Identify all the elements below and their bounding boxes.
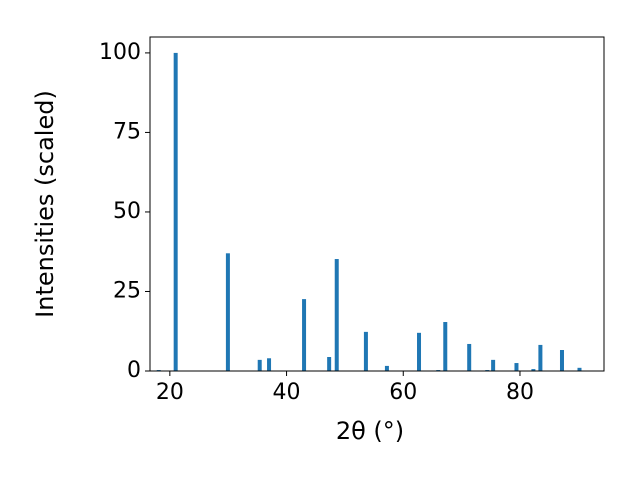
x-axis-label: 2θ (°) [336,417,404,445]
x-tick-label: 40 [273,380,301,405]
y-axis-label: Intensities (scaled) [31,90,59,318]
bar [384,365,389,371]
bar [491,359,496,371]
bar [257,359,262,371]
y-tick-label: 100 [99,40,141,65]
bar [225,253,230,371]
bar [577,367,582,371]
bar [267,358,272,371]
bar [559,350,564,371]
x-tick-label: 80 [506,380,534,405]
bar [538,344,543,371]
plot-frame [149,36,605,372]
y-tick-label: 0 [127,358,141,383]
x-tick-label: 60 [389,380,417,405]
bar [363,331,368,371]
bar [327,357,332,371]
bar [443,322,448,371]
bar [531,369,536,371]
x-tick-label: 20 [156,380,184,405]
y-tick-label: 50 [113,199,141,224]
bar [173,52,178,372]
bar [467,343,472,371]
bar [417,332,422,371]
bar [334,259,339,371]
y-tick-label: 75 [113,119,141,144]
bar [514,363,519,371]
bar [302,299,307,371]
y-tick-label: 25 [113,278,141,303]
